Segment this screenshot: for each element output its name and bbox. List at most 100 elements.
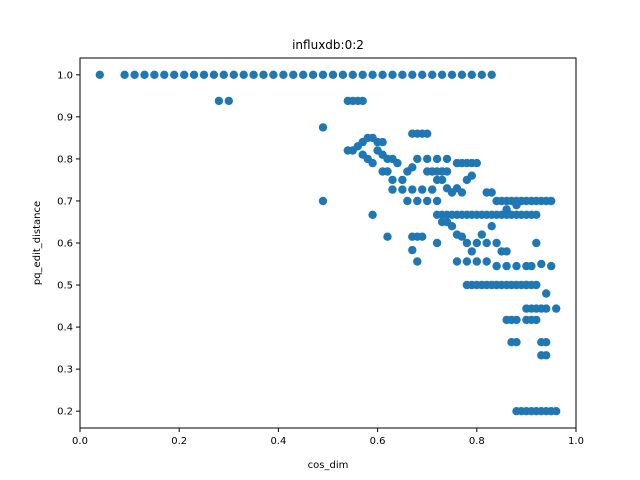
plot-frame: [79, 57, 577, 429]
data-point: [542, 304, 551, 313]
data-point: [418, 70, 427, 80]
data-point: [428, 70, 437, 80]
data-point: [477, 230, 486, 239]
data-point: [318, 70, 328, 80]
data-point: [512, 261, 521, 271]
data-point: [408, 163, 417, 172]
data-point: [452, 257, 462, 266]
data-point: [209, 70, 219, 80]
x-tick-label: 0.0: [72, 436, 88, 447]
data-point: [378, 70, 387, 80]
data-point: [472, 257, 481, 266]
data-point: [552, 407, 561, 416]
data-point: [388, 175, 397, 185]
data-point: [140, 70, 149, 80]
data-point: [423, 154, 432, 164]
data-point: [532, 280, 541, 290]
chart-title: influxdb:0:2: [292, 38, 364, 52]
data-point: [348, 70, 357, 80]
data-point: [199, 70, 209, 80]
data-point: [383, 232, 392, 241]
data-point: [512, 338, 521, 347]
data-point: [130, 70, 139, 80]
y-tick-label: 0.2: [57, 407, 73, 418]
data-point: [368, 210, 377, 219]
data-point: [542, 338, 551, 347]
data-point: [547, 196, 556, 206]
data-point: [393, 158, 402, 168]
data-point: [403, 196, 412, 206]
points-layer: [95, 70, 561, 416]
data-point: [512, 315, 521, 325]
data-point: [368, 158, 377, 168]
data-point: [318, 123, 328, 132]
data-point: [492, 261, 501, 271]
y-tick-label: 1.0: [57, 70, 73, 81]
data-point: [289, 70, 298, 80]
data-point: [170, 70, 179, 80]
data-point: [418, 185, 427, 194]
data-point: [413, 196, 422, 206]
data-point: [467, 171, 476, 180]
data-point: [462, 238, 472, 248]
data-point: [229, 70, 238, 80]
data-point: [477, 70, 486, 80]
data-point: [214, 96, 224, 106]
data-point: [318, 196, 328, 206]
data-point: [279, 70, 288, 80]
data-point: [239, 70, 248, 80]
data-point: [487, 188, 496, 197]
data-point: [388, 185, 397, 194]
x-tick-label: 0.2: [171, 436, 187, 447]
data-point: [249, 70, 258, 80]
y-tick-label: 0.4: [57, 323, 73, 334]
data-point: [502, 247, 511, 256]
data-point: [502, 205, 511, 214]
data-point: [398, 185, 407, 194]
y-tick-label: 0.9: [57, 112, 73, 123]
data-point: [552, 304, 561, 313]
data-point: [95, 70, 105, 80]
data-point: [482, 257, 491, 266]
x-axis: 0.0 0.2 0.4 0.6 0.8 1.0: [72, 428, 584, 447]
x-axis-label: cos_dim: [308, 460, 349, 471]
data-point: [447, 222, 457, 231]
data-point: [457, 70, 467, 80]
x-tick-label: 0.4: [270, 436, 286, 447]
data-point: [472, 238, 481, 248]
data-point: [487, 222, 496, 231]
data-point: [482, 238, 491, 248]
data-point: [358, 96, 367, 106]
data-point: [328, 70, 338, 80]
data-point: [383, 167, 392, 176]
y-tick-label: 0.8: [57, 154, 73, 165]
data-point: [408, 185, 417, 194]
data-point: [442, 154, 452, 164]
data-point: [432, 238, 442, 248]
data-point: [502, 261, 511, 271]
data-point: [462, 257, 472, 266]
data-point: [398, 175, 407, 185]
data-point: [432, 196, 442, 206]
data-point: [447, 70, 457, 80]
data-point: [487, 70, 496, 80]
y-axis: 0.2 0.3 0.4 0.5 0.6 0.7 0.8 0.9 1.0: [57, 70, 80, 418]
x-tick-label: 1.0: [568, 436, 584, 447]
data-point: [120, 70, 129, 80]
data-point: [308, 70, 318, 80]
data-point: [532, 315, 541, 325]
data-point: [269, 70, 278, 80]
data-point: [467, 70, 476, 80]
data-point: [542, 351, 551, 360]
y-axis-label: pq_edit_distance: [32, 201, 43, 285]
data-point: [413, 154, 422, 164]
y-tick-label: 0.6: [57, 239, 73, 250]
data-point: [259, 70, 268, 80]
data-point: [398, 70, 407, 80]
data-point: [428, 185, 437, 194]
x-tick-label: 0.6: [370, 436, 386, 447]
data-point: [418, 232, 427, 241]
data-point: [457, 232, 467, 241]
x-tick-label: 0.8: [469, 436, 485, 447]
data-point: [388, 70, 397, 80]
